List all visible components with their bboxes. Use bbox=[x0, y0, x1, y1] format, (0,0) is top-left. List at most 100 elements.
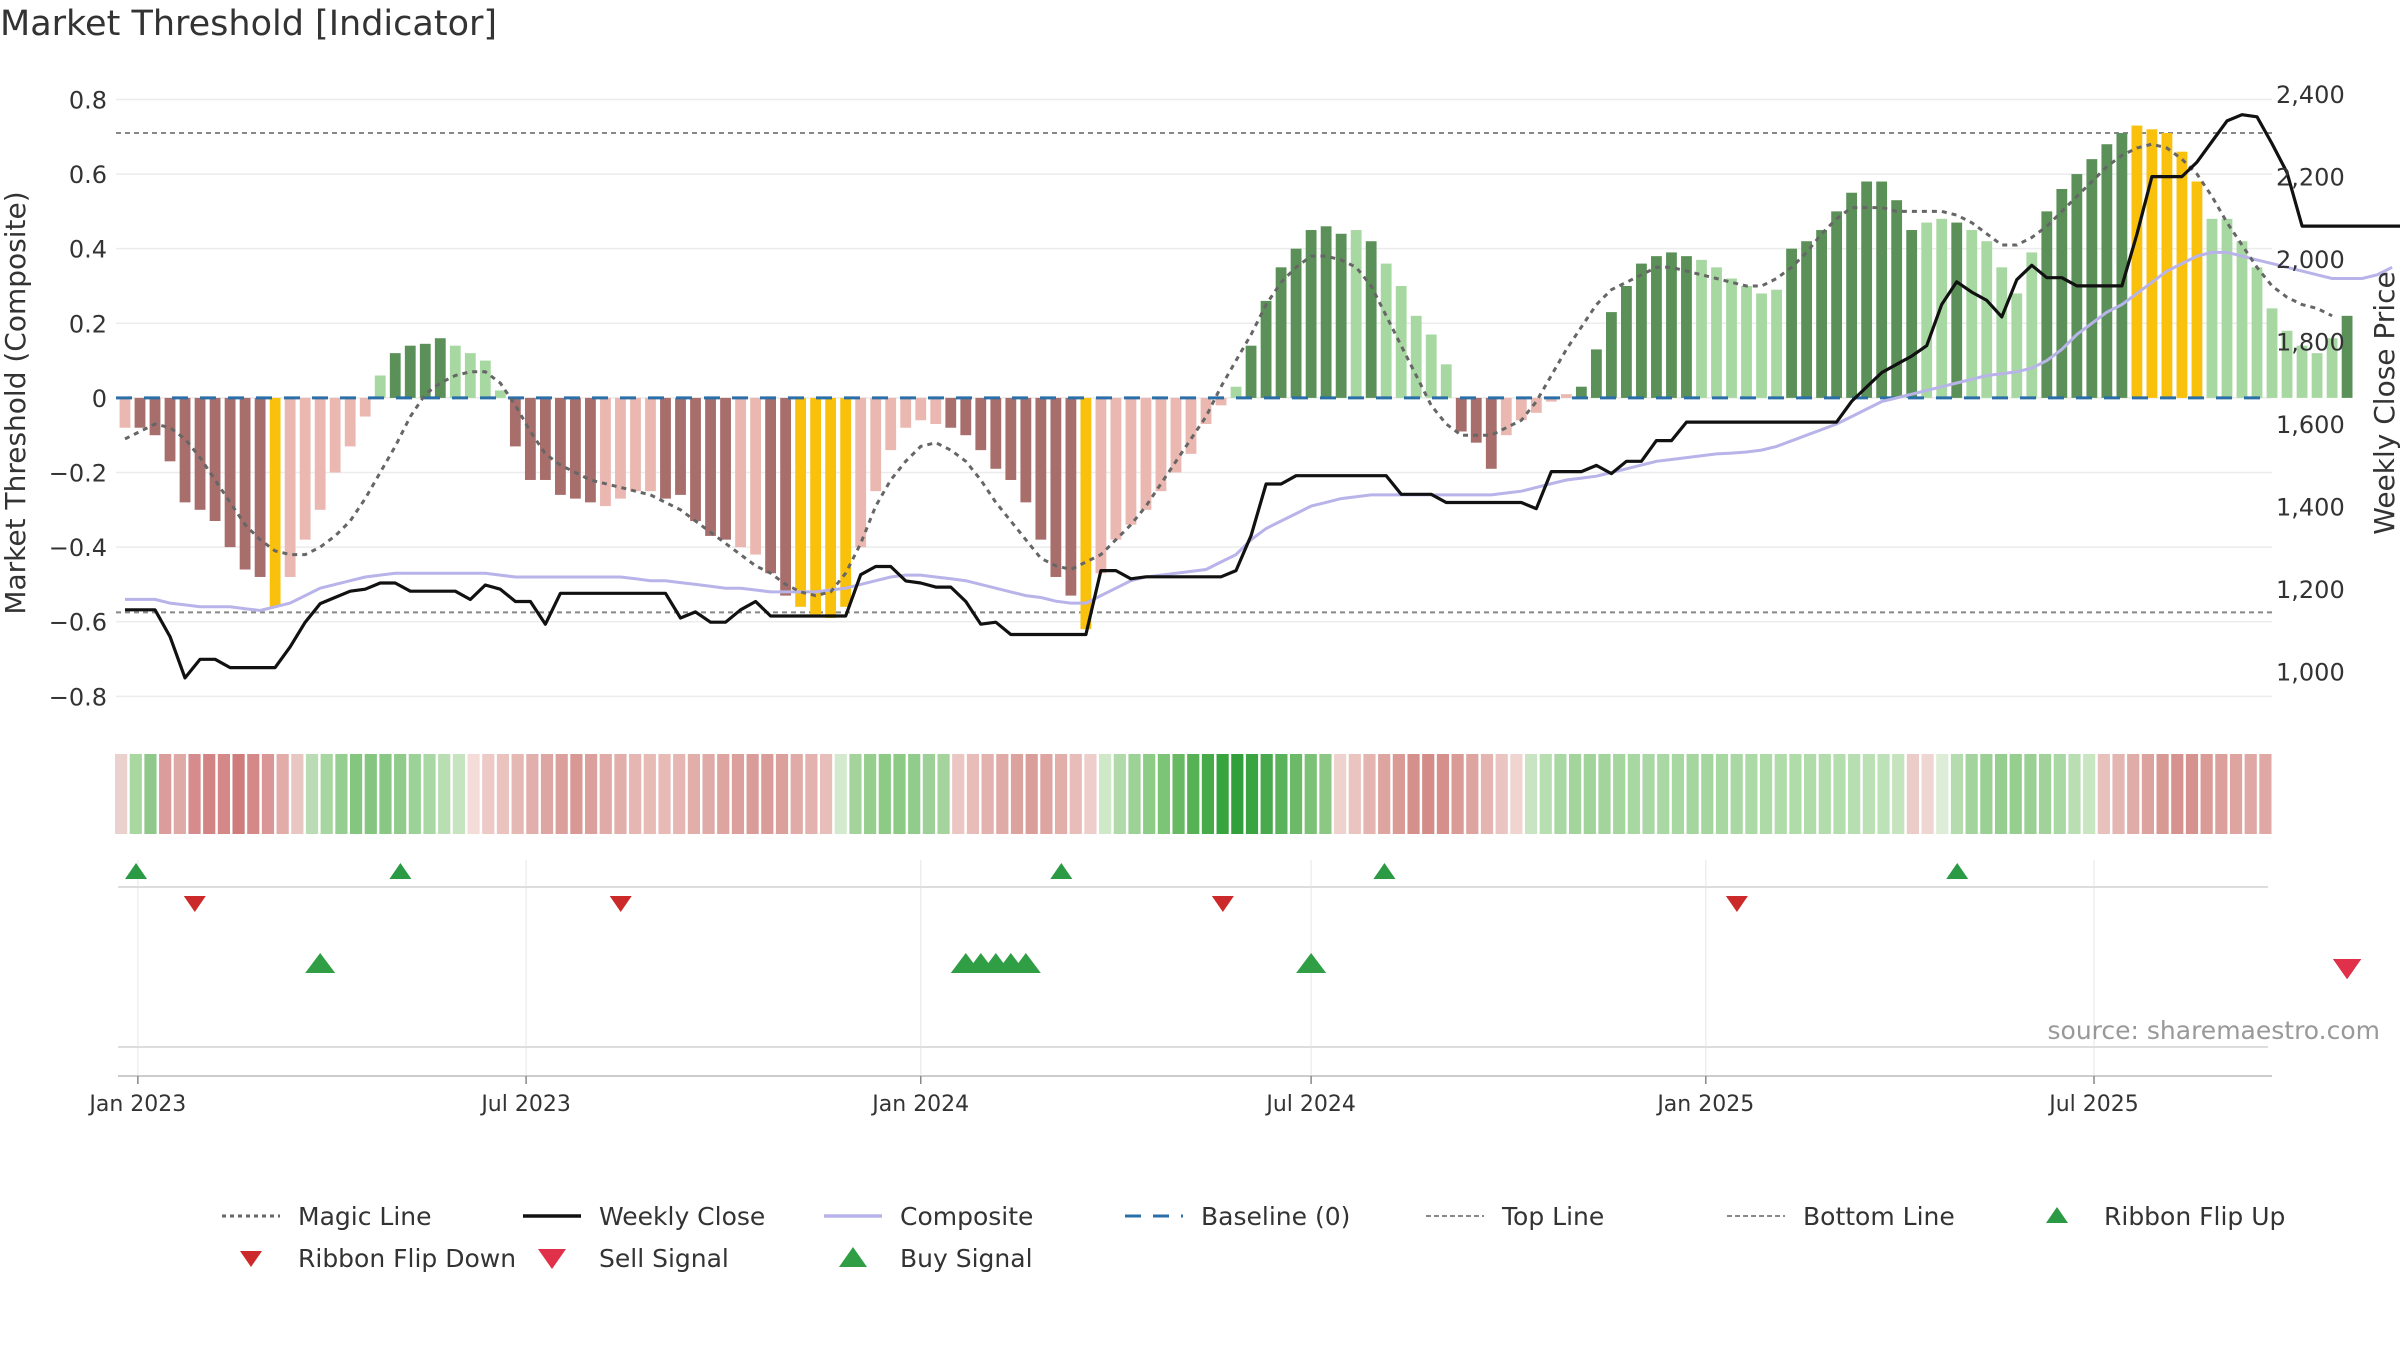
legend-row-1: Magic Line Weekly Close Composite Baseli… bbox=[220, 1195, 2380, 1237]
composite-bar bbox=[825, 397, 837, 618]
ribbon-cell bbox=[1363, 754, 1376, 834]
ribbon-cell bbox=[1686, 754, 1699, 834]
left-axis-ticks: 0.8 0.6 0.4 0.2 0 −0.2 −0.4 −0.6 −0.8 bbox=[49, 86, 107, 711]
ribbon-cell bbox=[643, 754, 656, 834]
ribbon-cell bbox=[599, 754, 612, 834]
composite-bar bbox=[1756, 293, 1767, 398]
ribbon-cell bbox=[1671, 754, 1685, 834]
composite-bar bbox=[1966, 230, 1978, 398]
ribbon-cell bbox=[1157, 754, 1170, 834]
grid-lines bbox=[116, 98, 2272, 1075]
ribbon-cell bbox=[511, 754, 524, 834]
composite-bar bbox=[2206, 218, 2218, 398]
ribbon-cell bbox=[379, 754, 392, 834]
composite-bar bbox=[2041, 211, 2053, 398]
composite-bar bbox=[1530, 397, 1542, 413]
ribbon-flip-up-marker bbox=[1373, 863, 1396, 879]
ribbon-cell bbox=[423, 754, 436, 834]
ribbon-flip-up-marker bbox=[1050, 863, 1073, 879]
composite-bar bbox=[344, 397, 356, 447]
ribbon-cell bbox=[1407, 754, 1420, 834]
composite-bar bbox=[509, 397, 521, 447]
ribbon-flip-down-marker bbox=[1211, 896, 1234, 912]
composite-bar bbox=[1996, 267, 2008, 398]
composite-bar bbox=[1816, 230, 1827, 398]
composite-bar bbox=[404, 345, 416, 398]
composite-bar bbox=[2026, 252, 2038, 398]
composite-swatch bbox=[824, 1214, 882, 1218]
composite-bar bbox=[539, 397, 551, 480]
ribbon-cell bbox=[2024, 754, 2037, 834]
weekly-close-swatch bbox=[523, 1214, 581, 1218]
ribbon-cell bbox=[2259, 754, 2272, 834]
ribbon-cell bbox=[687, 754, 700, 834]
composite-bar bbox=[1741, 285, 1752, 398]
baseline-swatch bbox=[1125, 1214, 1183, 1218]
ribbon-cell bbox=[834, 754, 847, 834]
ribbon-cell bbox=[1099, 754, 1112, 834]
composite-bar bbox=[570, 397, 581, 499]
ribbon-cell bbox=[1216, 754, 1229, 834]
ribbon-cell bbox=[584, 754, 598, 834]
ribbon-cell bbox=[614, 754, 627, 834]
ribbon-cell bbox=[1436, 754, 1450, 834]
composite-bar bbox=[720, 397, 731, 540]
left-tick-label: −0.6 bbox=[49, 609, 107, 637]
composite-bar bbox=[1831, 211, 1843, 398]
left-tick-label: −0.4 bbox=[49, 534, 107, 562]
composite-bar bbox=[1786, 248, 1797, 398]
ribbon-cell bbox=[2053, 754, 2066, 834]
ribbon-cell bbox=[1201, 754, 1215, 834]
composite-bar bbox=[254, 397, 266, 577]
ribbon-cell bbox=[1260, 754, 1273, 834]
composite-bar bbox=[780, 397, 792, 596]
composite-bar bbox=[164, 397, 176, 462]
ribbon-cell bbox=[1304, 754, 1317, 834]
ribbon-cell bbox=[2141, 754, 2155, 834]
composite-bar bbox=[600, 397, 611, 507]
sell-signal-swatch bbox=[538, 1249, 566, 1269]
date-axis-ticks: Jan 2023 Jul 2023 Jan 2024 Jul 2024 Jan 2025… bbox=[87, 1076, 2139, 1117]
ribbon-cell bbox=[673, 754, 686, 834]
composite-bar bbox=[2056, 188, 2068, 398]
composite-bars bbox=[119, 125, 2353, 630]
ribbon-cell bbox=[349, 754, 363, 834]
date-tick-label: Jul 2025 bbox=[2047, 1092, 2139, 1117]
composite-bar bbox=[1425, 334, 1437, 398]
ribbon-cell bbox=[173, 754, 186, 834]
composite-bar bbox=[1290, 248, 1302, 398]
ribbon-cell bbox=[394, 754, 407, 834]
composite-bar bbox=[1621, 285, 1632, 398]
composite-bar bbox=[179, 397, 191, 503]
composite-bar bbox=[464, 353, 476, 398]
composite-bar bbox=[1395, 285, 1407, 398]
ribbon-strip bbox=[115, 754, 2272, 834]
composite-bar bbox=[975, 397, 987, 451]
series-lines bbox=[124, 113, 2400, 680]
ribbon-cell bbox=[1010, 754, 1024, 834]
composite-bar bbox=[1861, 181, 1873, 398]
ribbon-cell bbox=[1392, 754, 1405, 834]
ribbon-cell bbox=[1025, 754, 1038, 834]
composite-bar bbox=[705, 397, 716, 536]
composite-bar bbox=[1275, 267, 1287, 398]
ribbon-cell bbox=[2009, 754, 2022, 834]
composite-bar bbox=[1846, 192, 1858, 398]
ribbon-cell bbox=[159, 754, 172, 834]
ribbon-cell bbox=[1569, 754, 1582, 834]
composite-bar bbox=[1350, 230, 1362, 398]
ribbon-cell bbox=[1539, 754, 1552, 834]
composite-bar bbox=[359, 397, 371, 417]
legend-label: Composite bbox=[900, 1201, 1034, 1231]
composite-bar bbox=[795, 397, 807, 607]
ribbon-cell bbox=[1789, 754, 1802, 834]
composite-bar bbox=[419, 343, 431, 398]
left-tick-label: 0.4 bbox=[69, 236, 107, 264]
ribbon-cell bbox=[981, 754, 994, 834]
composite-bar bbox=[119, 397, 131, 428]
composite-bar bbox=[494, 390, 506, 398]
date-tick-label: Jan 2024 bbox=[870, 1092, 969, 1117]
composite-bar bbox=[1545, 397, 1557, 402]
composite-bar bbox=[1215, 397, 1227, 406]
composite-bar bbox=[1005, 397, 1017, 480]
